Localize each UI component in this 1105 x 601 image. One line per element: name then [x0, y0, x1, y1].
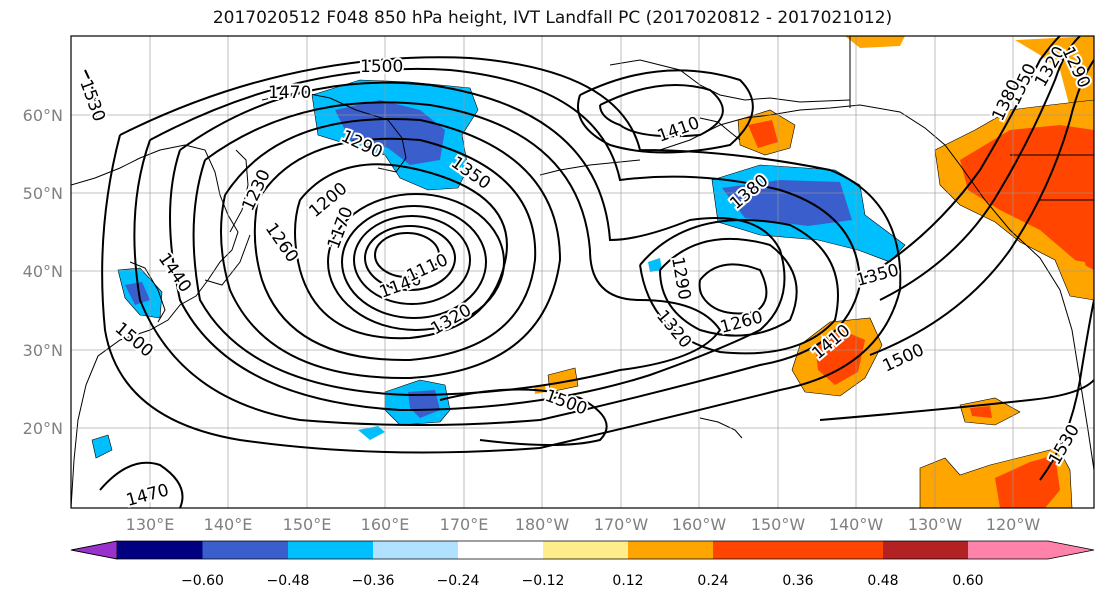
lon-label: 140°W [829, 515, 884, 534]
lat-label: 60°N [23, 106, 63, 125]
colorbar-segment [288, 541, 373, 559]
colorbar-tick: 0.48 [867, 573, 898, 589]
longitude-labels: 130°E 140°E 150°E 160°E 170°E 180°W 170°… [126, 515, 1041, 534]
colorbar-tick: −0.24 [437, 573, 480, 589]
lon-label: 150°W [751, 515, 806, 534]
colorbar-tick: 0.12 [612, 573, 643, 589]
colorbar-tick: −0.12 [522, 573, 565, 589]
colorbar-segment [543, 541, 628, 559]
height-contours [84, 36, 1094, 508]
colorbar-segment [968, 541, 1048, 559]
colorbar-segment [117, 541, 203, 559]
lon-label: 170°E [440, 515, 489, 534]
contour-label: 1470 [268, 83, 311, 103]
colorbar-tick: −0.36 [352, 573, 395, 589]
lat-label: 30°N [23, 341, 63, 360]
lon-label: 160°E [361, 515, 410, 534]
ivt-positive-shading [534, 36, 1094, 508]
latitude-labels: 60°N 50°N 40°N 30°N 20°N [23, 106, 63, 438]
map-title: 2017020512 F048 850 hPa height, IVT Land… [212, 8, 893, 28]
colorbar-tick: 0.36 [782, 573, 813, 589]
colorbar: −0.60 −0.48 −0.36 −0.24 −0.12 0.12 0.24 … [70, 540, 1095, 589]
lon-label: 140°E [204, 515, 253, 534]
lat-label: 50°N [23, 184, 63, 203]
lon-label: 170°W [594, 515, 649, 534]
colorbar-ticks: −0.60 −0.48 −0.36 −0.24 −0.12 0.12 0.24 … [181, 573, 984, 589]
ivt-negative-shading [91, 79, 906, 459]
colorbar-tick: 0.60 [952, 573, 983, 589]
colorbar-extend-high-tip [1048, 541, 1094, 559]
colorbar-extend-low [70, 540, 118, 560]
colorbar-segment [713, 541, 798, 559]
colorbar-segment [202, 541, 288, 559]
lon-label: 120°W [986, 515, 1041, 534]
colorbar-outline [70, 540, 1095, 560]
gridlines [71, 36, 1094, 508]
colorbar-segment [798, 541, 883, 559]
lon-label: 150°E [283, 515, 332, 534]
lon-label: 130°W [908, 515, 963, 534]
colorbar-tick: 0.24 [697, 573, 728, 589]
plot-frame [70, 35, 1095, 509]
colorbar-tick: −0.48 [267, 573, 310, 589]
lon-label: 160°W [672, 515, 727, 534]
colorbar-tick: −0.60 [181, 573, 224, 589]
lon-label: 180°W [515, 515, 570, 534]
lon-label: 130°E [126, 515, 175, 534]
colorbar-segment [883, 541, 968, 559]
colorbar-segment [373, 541, 458, 559]
lat-label: 40°N [23, 262, 63, 281]
colorbar-segment [458, 541, 543, 559]
contour-label: 1500 [360, 57, 403, 77]
colorbar-segment [628, 541, 713, 559]
lat-label: 20°N [23, 419, 63, 438]
